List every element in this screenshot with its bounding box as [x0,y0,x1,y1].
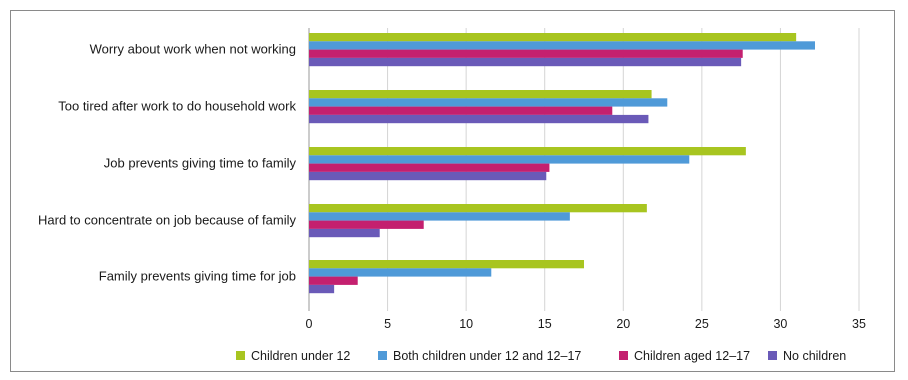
category-label: Hard to concentrate on job because of fa… [38,213,296,228]
category-label: Too tired after work to do household wor… [58,99,296,114]
bar-4-category-2 [309,114,649,124]
bar-2-category-2 [309,98,668,107]
category-label: Job prevents giving time to family [104,156,297,171]
x-tick-label: 30 [773,317,787,331]
bar-4-category-3 [309,171,547,181]
bar-3-category-4 [309,220,424,229]
chart-frame: Worry about work when not working Too tir… [10,10,895,372]
legend-swatch-4 [768,351,777,360]
bar-2-category-3 [309,155,690,164]
bar-1-category-4 [309,204,647,213]
legend-label-2: Both children under 12 and 12–17 [393,349,581,363]
bar-4-category-4 [309,228,380,238]
category-label: Family prevents giving time for job [99,269,296,284]
bar-3-category-1 [309,49,743,58]
bar-3-category-3 [309,163,550,172]
bar-2-category-1 [309,41,815,50]
legend-swatch-2 [378,351,387,360]
bar-1-category-3 [309,147,746,156]
x-tick-label: 35 [852,317,866,331]
x-tick-label: 10 [459,317,473,331]
bar-3-category-5 [309,276,358,285]
bar-2-category-4 [309,212,570,221]
bar-1-category-1 [309,33,797,42]
x-tick-label: 25 [695,317,709,331]
legend-label-4: No children [783,349,846,363]
legend-swatch-3 [619,351,628,360]
bar-3-category-2 [309,106,613,115]
x-tick-label: 5 [384,317,391,331]
bar-2-category-5 [309,268,492,277]
x-tick-label: 0 [306,317,313,331]
bar-chart: Worry about work when not working Too tir… [38,28,866,363]
x-tick-label: 15 [538,317,552,331]
legend-swatch-1 [236,351,245,360]
legend-label-1: Children under 12 [251,349,350,363]
x-tick-label: 20 [616,317,630,331]
bar-4-category-5 [309,284,335,294]
category-label: Worry about work when not working [90,42,296,57]
legend-label-3: Children aged 12–17 [634,349,750,363]
bar-4-category-1 [309,57,742,67]
bar-1-category-5 [309,260,584,269]
bar-1-category-2 [309,90,652,99]
